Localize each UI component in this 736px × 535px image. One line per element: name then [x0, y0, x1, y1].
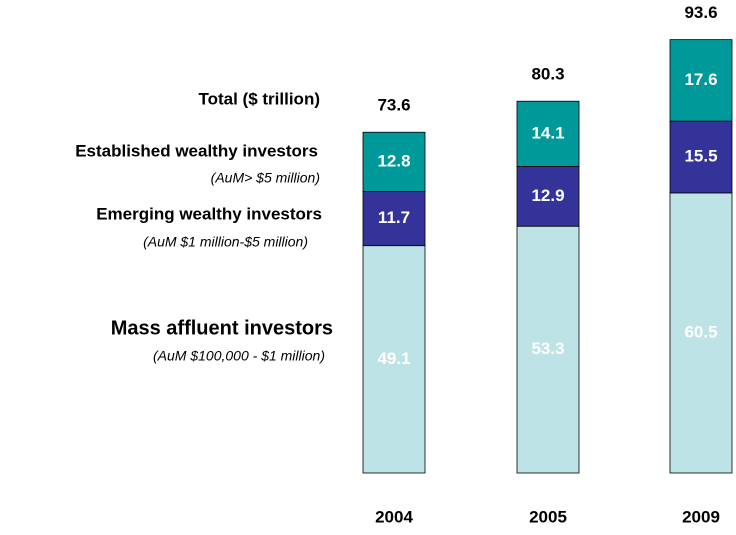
total-value: 93.6 [684, 3, 717, 22]
segment-label: 12.8 [377, 151, 410, 170]
segment-label: 11.7 [378, 208, 410, 227]
x-tick-label: 2005 [529, 507, 567, 526]
segment-label: 49.1 [377, 349, 410, 368]
legend-name: Established wealthy investors [75, 141, 318, 160]
bar-segment [516, 225, 580, 474]
segment-label: 53.3 [531, 339, 564, 358]
segment-label: 12.9 [531, 186, 564, 205]
legend-subtitle: (AuM $100,000 - $1 million) [153, 348, 325, 364]
bar-segment [362, 191, 426, 247]
segment-label: 15.5 [684, 146, 717, 165]
bar-segment [362, 131, 426, 192]
total-label: Total ($ trillion) [198, 89, 320, 108]
bar-segment [669, 39, 733, 122]
segment-label: 14.1 [531, 123, 564, 142]
bar-segment [516, 166, 580, 227]
legend-name: Mass affluent investors [111, 317, 333, 339]
segment-label: 60.5 [684, 322, 717, 341]
total-value: 73.6 [377, 96, 410, 115]
bar-segment [362, 245, 426, 474]
total-value: 80.3 [531, 65, 564, 84]
legend-subtitle: (AuM> $5 million) [211, 170, 320, 186]
legend-subtitle: (AuM $1 million-$5 million) [143, 234, 308, 250]
x-tick-label: 2009 [682, 507, 720, 526]
segment-label: 17.6 [684, 70, 717, 89]
x-tick-label: 2004 [375, 507, 413, 526]
bar-segment [516, 100, 580, 167]
legend-name: Emerging wealthy investors [96, 204, 322, 223]
bar-segment [669, 192, 733, 474]
bar-segment [669, 120, 733, 194]
